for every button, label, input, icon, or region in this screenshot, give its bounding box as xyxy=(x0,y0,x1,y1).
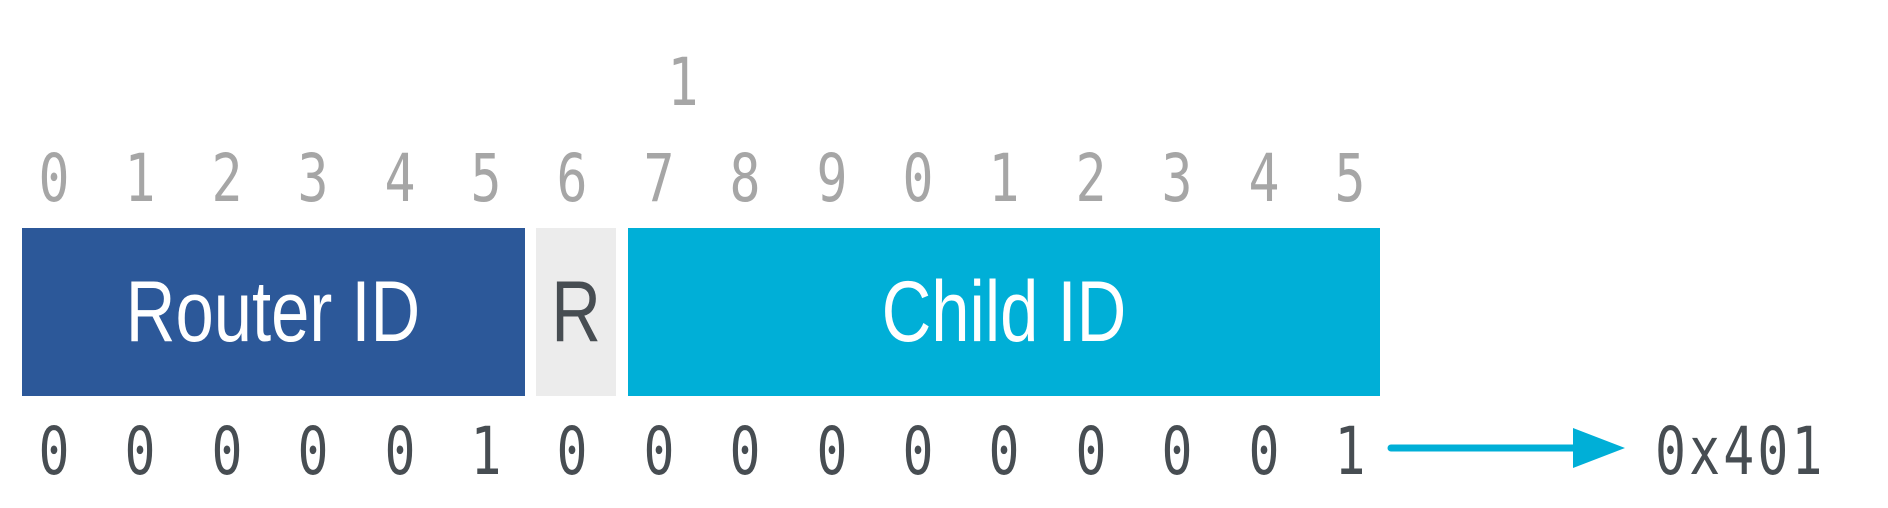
reserved-label: R xyxy=(551,263,601,360)
bit-value-12: 0 xyxy=(1075,413,1107,490)
router-id-label: Router ID xyxy=(126,263,421,360)
arrow-right-icon xyxy=(1387,428,1625,468)
bit-index-11: 1 xyxy=(988,140,1020,217)
bit-index-10: 0 xyxy=(902,140,934,217)
bit-value-9: 0 xyxy=(816,413,848,490)
bit-value-13: 0 xyxy=(1161,413,1193,490)
bit-index-12: 2 xyxy=(1075,140,1107,217)
bit-index-5: 5 xyxy=(470,140,502,217)
bit-value-10: 0 xyxy=(902,413,934,490)
bit-index-4: 4 xyxy=(384,140,416,217)
bit-index-0: 0 xyxy=(38,140,70,217)
hex-result: 0x401 xyxy=(1655,413,1826,490)
bit-value-7: 0 xyxy=(643,413,675,490)
bit-index-15: 5 xyxy=(1334,140,1366,217)
bit-value-8: 0 xyxy=(729,413,761,490)
reserved-field: R xyxy=(536,228,616,396)
bit-index-tens: 1 xyxy=(667,44,699,121)
bit-index-9: 9 xyxy=(816,140,848,217)
bit-value-5: 1 xyxy=(470,413,502,490)
bit-value-1: 0 xyxy=(124,413,156,490)
bit-value-4: 0 xyxy=(384,413,416,490)
child-id-field: Child ID xyxy=(628,228,1380,396)
bit-value-6: 0 xyxy=(556,413,588,490)
bit-value-14: 0 xyxy=(1248,413,1280,490)
bit-index-8: 8 xyxy=(729,140,761,217)
bit-index-2: 2 xyxy=(211,140,243,217)
bit-index-3: 3 xyxy=(297,140,329,217)
bit-index-13: 3 xyxy=(1161,140,1193,217)
bit-index-14: 4 xyxy=(1248,140,1280,217)
bit-index-7: 7 xyxy=(643,140,675,217)
bit-value-2: 0 xyxy=(211,413,243,490)
bit-index-1: 1 xyxy=(124,140,156,217)
bit-value-3: 0 xyxy=(297,413,329,490)
bit-value-0: 0 xyxy=(38,413,70,490)
router-id-field: Router ID xyxy=(22,228,525,396)
bit-value-11: 0 xyxy=(988,413,1020,490)
child-id-label: Child ID xyxy=(881,263,1127,360)
bit-value-15: 1 xyxy=(1334,413,1366,490)
bit-index-6: 6 xyxy=(556,140,588,217)
